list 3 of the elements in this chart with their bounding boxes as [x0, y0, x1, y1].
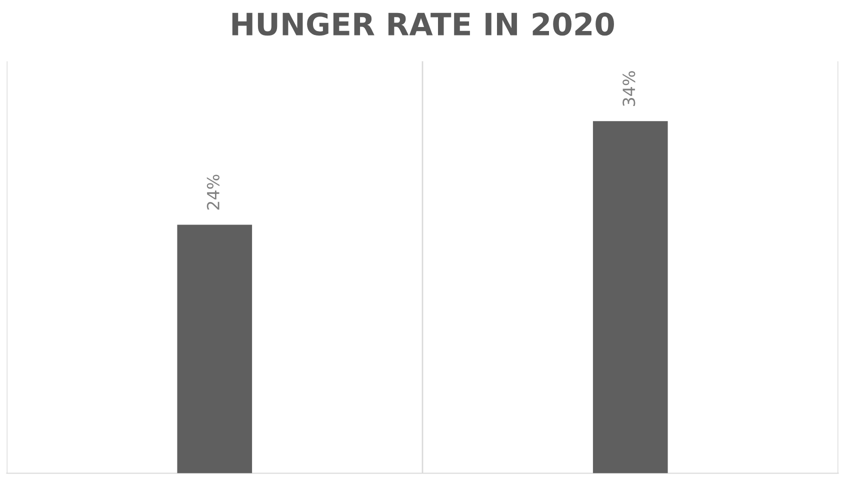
data-label: 34%	[622, 71, 636, 106]
chart-title: HUNGER RATE IN 2020	[232, 12, 614, 36]
data-label: 24%	[206, 174, 220, 210]
